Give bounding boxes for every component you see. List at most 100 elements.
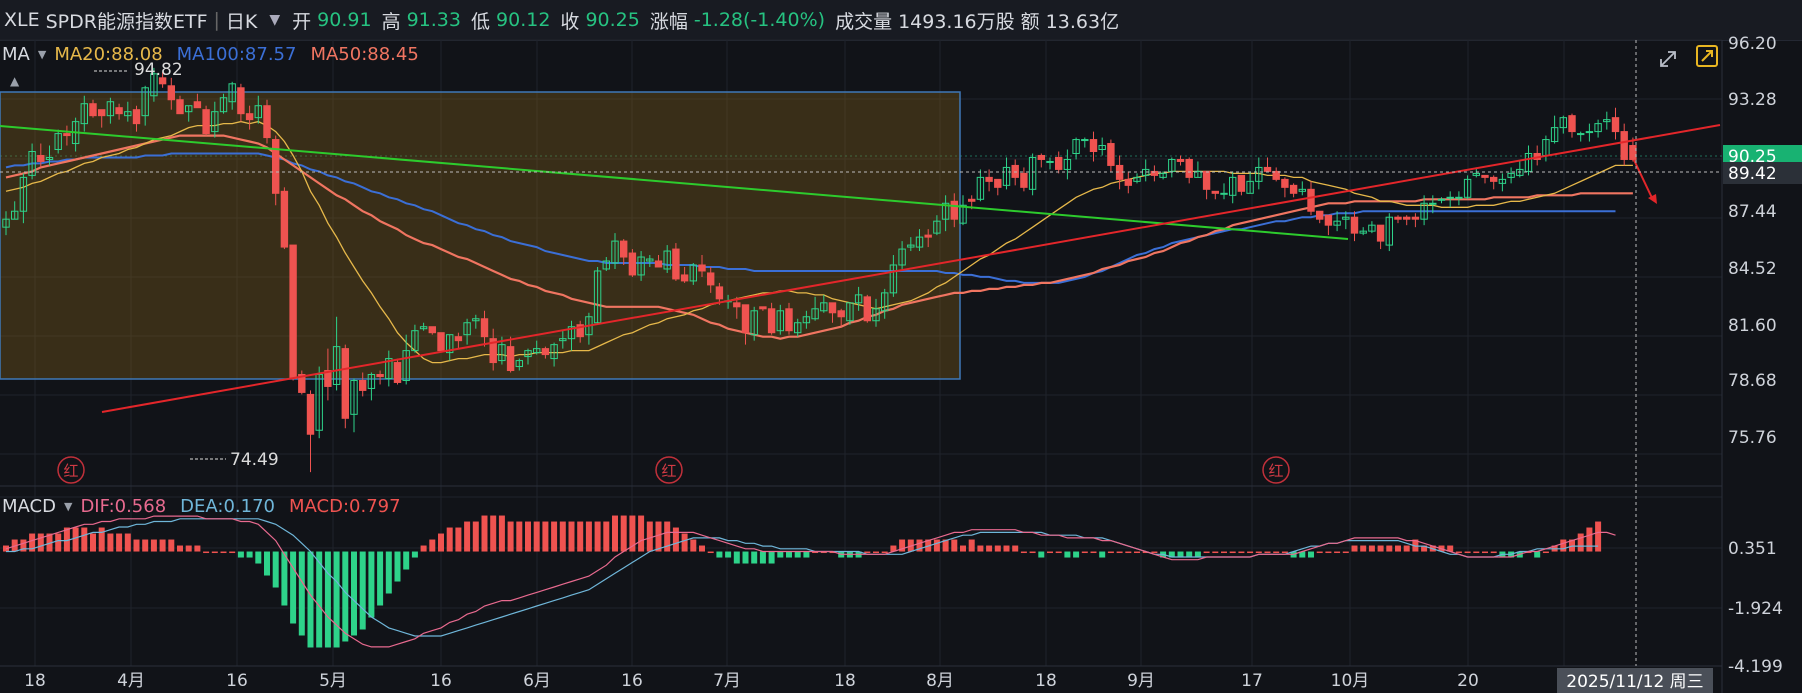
candle-body [837,310,845,318]
cursor-date-text: 2025/11/12 周三 [1566,672,1703,692]
macd-bar [72,527,79,552]
macd-bar [159,539,166,552]
candle [98,109,106,128]
signal-badge[interactable]: 红 [1262,456,1290,484]
candle [1089,131,1098,162]
candle-body [376,374,384,377]
selection-rectangle[interactable] [0,91,961,380]
candle-body [802,316,811,324]
candle-body [1098,145,1106,151]
candle-body [350,379,358,415]
candle-body [28,151,36,176]
candle-body [472,318,480,322]
time-axis-label: 9月 [1127,671,1155,691]
candle [854,286,863,311]
candle-body [202,109,210,135]
candle-body [1298,188,1306,192]
candle [89,99,97,118]
trendline-green[interactable] [0,125,1349,240]
candle [1246,171,1254,194]
candle-body [1089,139,1098,153]
macd-bar [1334,551,1341,554]
time-axis-label: 7月 [713,671,741,691]
macd-bar [194,545,201,552]
candle [237,83,245,122]
chevron-down-icon[interactable]: ▼ [37,48,47,61]
macd-bar [829,551,836,554]
macd-bar [1421,545,1428,552]
macd-bar [890,545,897,552]
macd-bar [1203,551,1210,554]
expand-icon[interactable] [1660,51,1676,67]
candle-body [881,292,889,312]
macd-bar [542,521,549,552]
macd-bar [1099,551,1106,558]
candle [959,195,967,226]
macd-bar [29,533,36,552]
candle-body [1568,115,1576,133]
candle-body [968,198,976,202]
candle [1507,167,1515,184]
badge-text: 红 [63,462,78,480]
candle [254,95,263,124]
candle-body [1185,158,1193,178]
fullscreen-icon[interactable] [1696,45,1718,67]
ma-legend-name[interactable]: MA [2,44,30,65]
candle-body [689,264,697,282]
candle [1429,195,1437,214]
candle-body [411,330,419,352]
macd-bar [150,539,157,552]
time-axis-label: 16 [226,671,248,691]
macd-bar [203,551,210,554]
candle [1185,157,1193,184]
collapse-icon[interactable]: ▲ [10,74,20,88]
candle-body [437,332,445,352]
signal-badge[interactable]: 红 [57,456,85,484]
macd-bar [725,551,732,558]
period-selector[interactable]: 日K [225,10,258,33]
macd-bar [37,533,44,552]
macd-bar [464,521,471,552]
badge-circle [655,456,683,484]
candle-body [1107,143,1115,166]
candle [54,129,62,154]
trendline-red[interactable] [101,124,1721,413]
candle-body [1124,178,1132,186]
macd-bar [1342,551,1349,554]
chevron-down-icon[interactable]: ▼ [63,500,73,513]
candle [698,255,706,277]
time-axis-label: 6月 [523,671,551,691]
macd-bar [638,515,645,552]
candle [541,346,550,359]
candle [167,77,176,110]
macd-legend-name[interactable]: MACD [2,496,56,517]
macd-bar [1151,551,1158,554]
candle [1463,175,1472,200]
macd-bar [942,539,949,552]
candle [881,288,889,319]
macd-bar [699,545,705,552]
change-label: 涨幅 [649,10,688,33]
macd-bar [1168,551,1175,558]
candle [1385,213,1393,252]
macd-bar [594,521,601,552]
candle [794,318,802,337]
macd-bar [81,527,88,552]
candle [1333,211,1341,232]
open-value: 90.91 [317,9,372,31]
macd-bar [733,551,740,564]
candle-body [1316,210,1324,220]
candle-body [1516,168,1524,176]
macd-bar [1003,545,1010,552]
candle [367,372,376,401]
chevron-down-icon[interactable]: ▼ [269,12,281,28]
candle [994,178,1002,196]
macd-bar [1255,551,1262,554]
macd-bar [272,551,279,588]
candle [1055,151,1063,174]
candle [1350,211,1359,242]
candle-body [1394,216,1402,220]
signal-badge[interactable]: 红 [655,456,683,484]
macd-bar [168,539,175,552]
